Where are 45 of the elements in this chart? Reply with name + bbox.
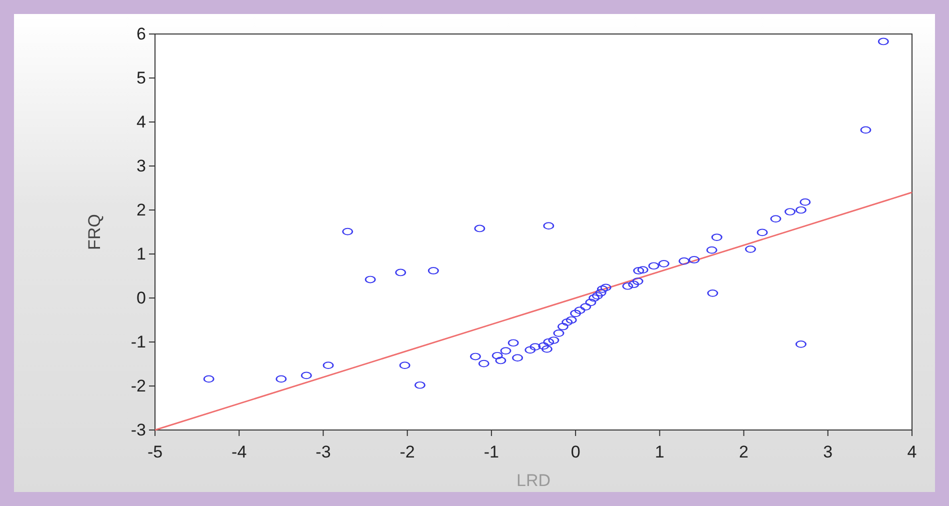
- point: [548, 336, 560, 344]
- x-tick-label: 2: [739, 442, 749, 462]
- point: [796, 340, 806, 348]
- point: [342, 228, 353, 236]
- y-tick-label: 1: [136, 244, 146, 264]
- y-tick-label: 6: [136, 24, 146, 44]
- x-tick-label: 1: [654, 442, 664, 462]
- x-tick-label: -5: [147, 442, 163, 462]
- point: [470, 352, 481, 360]
- y-tick-label: 3: [136, 156, 146, 176]
- point: [588, 294, 600, 302]
- y-tick-label: 5: [136, 68, 146, 88]
- x-tick-label: 4: [907, 442, 917, 462]
- point: [796, 206, 806, 214]
- point: [542, 345, 552, 353]
- point: [592, 292, 603, 300]
- point: [395, 268, 406, 276]
- x-tick-label: -2: [400, 442, 415, 462]
- y-tick-label: -1: [130, 332, 146, 352]
- x-tick-label: -1: [484, 442, 500, 462]
- y-tick-label: 0: [136, 288, 146, 308]
- y-tick-label: 4: [136, 112, 146, 132]
- point: [878, 38, 889, 46]
- point: [745, 245, 756, 253]
- x-axis-title: LRD: [516, 471, 551, 490]
- y-tick-label: -3: [130, 420, 146, 440]
- point: [784, 208, 796, 216]
- point: [414, 381, 426, 389]
- point: [301, 372, 312, 380]
- x-tick-label: -4: [232, 442, 247, 462]
- point: [538, 342, 549, 350]
- point: [597, 285, 608, 293]
- point: [678, 257, 690, 265]
- x-tick-label: -3: [316, 442, 331, 462]
- point: [628, 280, 639, 288]
- point: [570, 310, 581, 318]
- point: [428, 266, 439, 274]
- x-tick-label: 3: [823, 442, 833, 462]
- y-tick-label: -2: [130, 376, 146, 396]
- x-tick-label: 0: [570, 442, 580, 462]
- point: [558, 322, 568, 330]
- point: [478, 360, 490, 368]
- y-axis-title: FRQ: [85, 214, 104, 250]
- point: [512, 354, 523, 362]
- y-tick-label: 2: [136, 200, 146, 220]
